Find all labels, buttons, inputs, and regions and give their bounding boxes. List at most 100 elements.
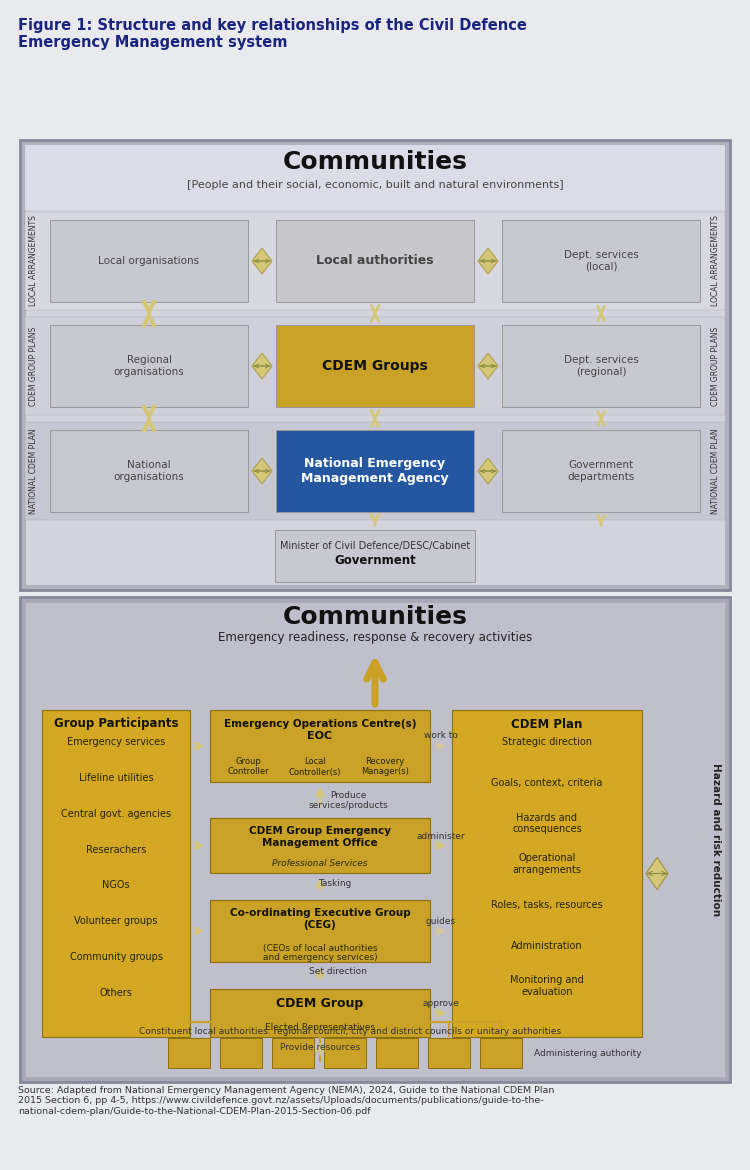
Text: Government
departments: Government departments <box>567 460 634 482</box>
Bar <box>502 431 700 512</box>
Bar <box>428 1038 470 1068</box>
Text: Reserachers: Reserachers <box>86 845 146 854</box>
Text: Communities: Communities <box>283 150 467 174</box>
Text: Emergency services: Emergency services <box>67 737 165 746</box>
Polygon shape <box>252 353 272 379</box>
Bar <box>324 1038 366 1068</box>
Bar <box>168 1038 210 1068</box>
Text: approve: approve <box>422 999 460 1009</box>
Bar <box>25 145 725 585</box>
Text: Minister of Civil Defence/DESC/Cabinet: Minister of Civil Defence/DESC/Cabinet <box>280 541 470 551</box>
Bar <box>210 710 430 782</box>
Text: Monitoring and
evaluation: Monitoring and evaluation <box>510 976 584 997</box>
Text: Constituent local authorities: regional council, city and district councils or u: Constituent local authorities: regional … <box>139 1027 561 1037</box>
Text: Central govt. agencies: Central govt. agencies <box>61 808 171 819</box>
Text: Hazard and risk reduction: Hazard and risk reduction <box>711 763 721 916</box>
Text: Manager(s): Manager(s) <box>361 768 409 777</box>
Text: Controller(s): Controller(s) <box>289 768 341 777</box>
Text: Group: Group <box>236 757 261 766</box>
Text: Local organisations: Local organisations <box>98 256 200 266</box>
Text: Controller: Controller <box>227 768 268 777</box>
Text: EOC: EOC <box>308 731 332 741</box>
Bar <box>452 710 642 1037</box>
Bar <box>480 1038 522 1068</box>
Text: Strategic direction: Strategic direction <box>502 737 592 746</box>
Text: guides: guides <box>426 917 456 927</box>
Text: [People and their social, economic, built and natural environments]: [People and their social, economic, buil… <box>187 180 563 190</box>
Text: Roles, tasks, resources: Roles, tasks, resources <box>491 900 603 910</box>
Text: National
organisations: National organisations <box>114 460 184 482</box>
Polygon shape <box>478 353 498 379</box>
Text: Others: Others <box>100 989 133 998</box>
Text: Recovery: Recovery <box>365 757 405 766</box>
Text: Goals, context, criteria: Goals, context, criteria <box>491 778 603 787</box>
Bar <box>276 220 474 302</box>
Polygon shape <box>478 248 498 274</box>
Text: Management Office: Management Office <box>262 838 378 848</box>
Text: Local authorities: Local authorities <box>316 255 434 268</box>
Text: Tasking: Tasking <box>318 879 352 888</box>
Text: Volunteer groups: Volunteer groups <box>74 916 158 927</box>
Text: Emergency readiness, response & recovery activities: Emergency readiness, response & recovery… <box>217 631 532 644</box>
Text: work to: work to <box>424 731 458 741</box>
Text: CDEM Groups: CDEM Groups <box>322 359 428 373</box>
Text: National Emergency
Management Agency: National Emergency Management Agency <box>302 457 448 486</box>
Text: LOCAL ARRANGEMENTS: LOCAL ARRANGEMENTS <box>29 215 38 307</box>
Text: CDEM Plan: CDEM Plan <box>512 717 583 730</box>
Bar <box>50 431 248 512</box>
Text: Dept. services
(local): Dept. services (local) <box>564 250 638 271</box>
Bar <box>25 145 725 209</box>
Text: Set direction: Set direction <box>309 968 367 977</box>
Text: Regional
organisations: Regional organisations <box>114 356 184 377</box>
Text: Produce: Produce <box>330 791 366 800</box>
Bar <box>25 603 725 1078</box>
Text: Emergency Operations Centre(s): Emergency Operations Centre(s) <box>224 720 416 729</box>
Text: and emergency services): and emergency services) <box>262 954 377 963</box>
Text: Local: Local <box>304 757 326 766</box>
Text: Hazards and
consequences: Hazards and consequences <box>512 813 582 834</box>
Bar <box>502 325 700 407</box>
Text: Communities: Communities <box>283 605 467 629</box>
Bar <box>25 212 725 310</box>
Polygon shape <box>252 457 272 484</box>
Bar <box>20 140 730 590</box>
Text: CDEM Group Emergency: CDEM Group Emergency <box>249 826 391 837</box>
Bar <box>276 325 474 407</box>
Text: Figure 1: Structure and key relationships of the Civil Defence
Emergency Managem: Figure 1: Structure and key relationship… <box>18 18 526 50</box>
Text: NATIONAL CDEM PLAN: NATIONAL CDEM PLAN <box>712 428 721 514</box>
Text: Dept. services
(regional): Dept. services (regional) <box>564 356 638 377</box>
Bar <box>502 220 700 302</box>
Text: Administration: Administration <box>512 941 583 950</box>
Text: services/products: services/products <box>308 801 388 811</box>
Text: Group Participants: Group Participants <box>54 717 178 730</box>
Text: Community groups: Community groups <box>70 952 163 962</box>
Text: Lifeline utilities: Lifeline utilities <box>79 773 153 783</box>
Bar <box>210 900 430 962</box>
Bar <box>276 431 474 512</box>
Bar <box>272 1038 314 1068</box>
Bar <box>20 597 730 1082</box>
Text: (CEOs of local authorities: (CEOs of local authorities <box>262 943 377 952</box>
Text: Administering authority: Administering authority <box>534 1048 641 1058</box>
Bar <box>25 317 725 415</box>
Bar <box>210 818 430 873</box>
Text: Provide resources: Provide resources <box>280 1042 360 1052</box>
Text: Professional Services: Professional Services <box>272 860 368 868</box>
Text: CDEM GROUP PLANS: CDEM GROUP PLANS <box>29 326 38 406</box>
Bar <box>275 530 475 581</box>
Text: LOCAL ARRANGEMENTS: LOCAL ARRANGEMENTS <box>712 215 721 307</box>
Text: Elected Representatives: Elected Representatives <box>265 1024 375 1032</box>
Bar <box>210 989 430 1037</box>
Bar <box>220 1038 262 1068</box>
Text: Co-ordinating Executive Group: Co-ordinating Executive Group <box>230 908 410 918</box>
Text: CDEM Group: CDEM Group <box>276 997 364 1010</box>
Bar <box>50 325 248 407</box>
Polygon shape <box>646 858 668 889</box>
Text: Operational
arrangements: Operational arrangements <box>512 853 581 875</box>
Text: (CEG): (CEG) <box>304 920 336 930</box>
Polygon shape <box>478 457 498 484</box>
Bar <box>50 220 248 302</box>
Text: CDEM GROUP PLANS: CDEM GROUP PLANS <box>712 326 721 406</box>
Bar <box>376 1038 418 1068</box>
Text: NGOs: NGOs <box>102 881 130 890</box>
